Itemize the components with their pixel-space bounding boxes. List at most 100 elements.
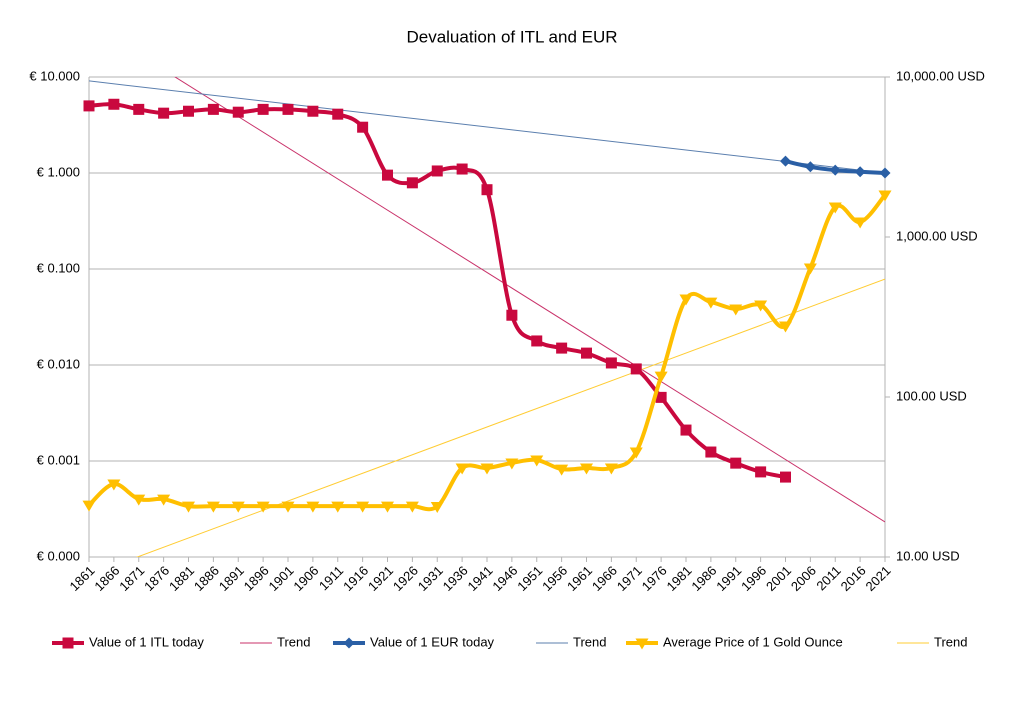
series-line — [88, 102, 786, 480]
marker — [755, 466, 767, 478]
x-tick-label: 1951 — [514, 563, 545, 594]
marker — [257, 103, 269, 115]
marker — [406, 177, 418, 189]
marker — [754, 300, 768, 312]
x-tick-label: 2006 — [788, 563, 819, 594]
marker — [705, 446, 717, 458]
marker — [828, 202, 842, 214]
marker — [381, 501, 394, 513]
x-tick-label: 1916 — [340, 563, 371, 594]
marker — [505, 458, 519, 470]
marker — [431, 165, 443, 177]
y-tick-label: € 0.100 — [37, 260, 80, 275]
x-tick-label: 1901 — [265, 563, 296, 594]
x-tick-label: 2011 — [813, 563, 843, 593]
marker — [580, 463, 593, 475]
marker — [158, 107, 170, 119]
legend-label: Trend — [277, 634, 310, 649]
marker — [232, 106, 244, 118]
legend-label: Value of 1 ITL today — [89, 634, 204, 649]
x-tick-label: 1966 — [589, 563, 620, 594]
y2-tick-label: 10.00 USD — [896, 548, 960, 563]
x-tick-label: 1926 — [390, 563, 421, 594]
marker — [207, 103, 219, 115]
x-tick-label: 1936 — [440, 563, 471, 594]
x-tick-label: 1971 — [614, 563, 645, 594]
x-tick-label: 1866 — [91, 563, 122, 594]
marker — [108, 98, 120, 110]
marker — [779, 321, 792, 333]
marker — [157, 494, 171, 506]
marker — [132, 494, 146, 506]
marker — [530, 455, 544, 467]
marker — [878, 190, 892, 202]
marker — [729, 304, 743, 316]
marker — [382, 169, 393, 181]
legend-label: Trend — [573, 634, 606, 649]
y-tick-label: € 0.010 — [37, 356, 80, 371]
x-tick-label: 1891 — [216, 563, 247, 594]
marker — [281, 501, 295, 513]
marker — [282, 103, 294, 115]
marker — [430, 501, 444, 513]
marker — [256, 501, 270, 513]
x-tick-label: 2016 — [838, 563, 869, 594]
marker — [780, 155, 791, 167]
x-tick-label: 1886 — [191, 563, 222, 594]
y-tick-label: € 1.000 — [37, 164, 80, 179]
marker — [481, 184, 493, 196]
y2-tick-label: 100.00 USD — [896, 388, 967, 403]
y-tick-label: € 10.000 — [29, 68, 80, 83]
marker — [604, 463, 618, 475]
marker — [62, 637, 74, 649]
marker — [804, 161, 816, 173]
x-tick-label: 1956 — [539, 563, 570, 594]
legend-label: Value of 1 EUR today — [370, 634, 495, 649]
marker — [133, 103, 145, 115]
marker — [480, 463, 494, 475]
series-line — [87, 193, 887, 512]
x-tick-label: 1876 — [141, 563, 172, 594]
marker — [654, 371, 668, 383]
trend-layer — [89, 77, 885, 557]
y-tick-label: € 0.000 — [37, 548, 80, 563]
marker — [405, 501, 419, 513]
x-tick-label: 1896 — [241, 563, 272, 594]
marker — [331, 501, 345, 513]
marker — [655, 391, 667, 403]
marker — [343, 637, 355, 649]
legend-label: Average Price of 1 Gold Ounce — [663, 634, 843, 649]
marker — [680, 424, 692, 436]
trend-line — [135, 278, 885, 557]
x-tick-label: 1976 — [639, 563, 670, 594]
x-tick-label: 1941 — [464, 563, 495, 594]
marker — [730, 457, 742, 469]
marker — [581, 347, 592, 359]
trend-line — [89, 80, 885, 174]
marker — [82, 500, 96, 512]
marker — [556, 342, 568, 354]
marker — [679, 294, 693, 306]
marker — [83, 100, 95, 112]
chart-title: Devaluation of ITL and EUR — [406, 27, 617, 46]
marker — [456, 163, 468, 175]
x-tick-label: 1861 — [66, 563, 97, 594]
marker — [605, 357, 617, 369]
marker — [531, 335, 543, 347]
x-tick-label: 1931 — [415, 563, 446, 594]
marker — [829, 164, 841, 176]
trend-line — [174, 77, 885, 523]
x-tick-label: 1981 — [663, 563, 694, 594]
marker — [107, 479, 121, 491]
x-tick-label: 1946 — [489, 563, 520, 594]
marker — [332, 108, 344, 120]
marker — [183, 105, 194, 117]
marker — [455, 463, 469, 475]
marker — [182, 501, 195, 513]
x-tick-label: 1881 — [166, 563, 197, 594]
x-tick-label: 1986 — [688, 563, 719, 594]
x-tick-label: 1996 — [738, 563, 769, 594]
x-tick-label: 2021 — [862, 563, 893, 594]
x-tick-label: 1906 — [290, 563, 321, 594]
